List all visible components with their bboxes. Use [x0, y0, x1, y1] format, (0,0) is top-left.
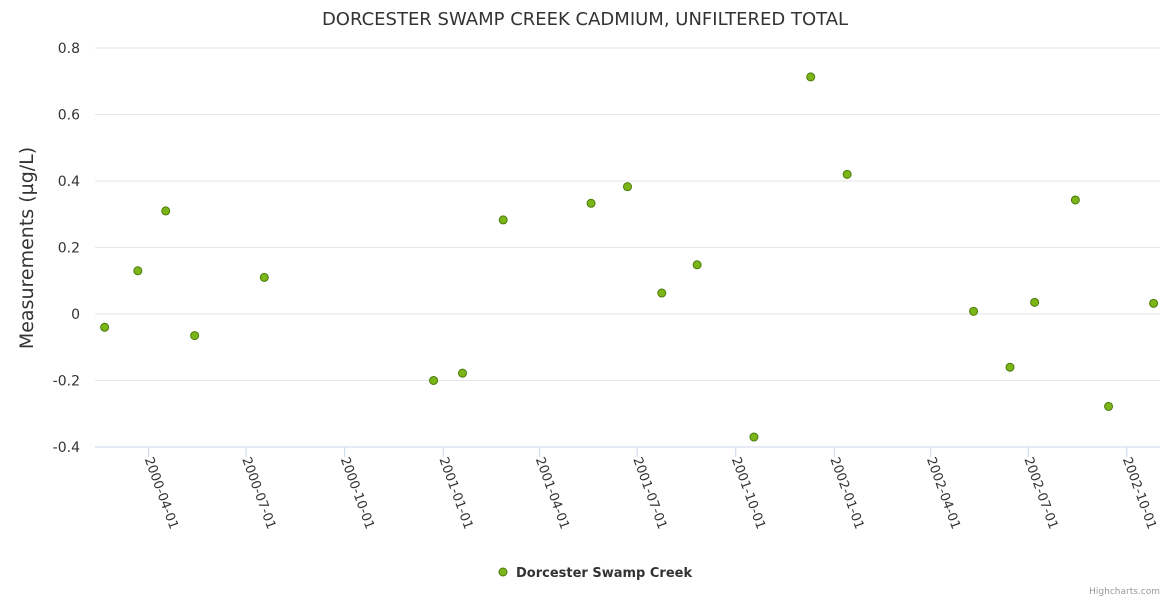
- data-point[interactable]: [458, 368, 467, 378]
- data-point[interactable]: [190, 331, 200, 341]
- x-tick-label: 2000-10-01: [337, 455, 377, 531]
- data-point[interactable]: [623, 182, 632, 192]
- x-tick-label: 2001-04-01: [532, 455, 572, 531]
- data-point[interactable]: [100, 322, 110, 332]
- x-tick-label: 2000-07-01: [238, 455, 278, 531]
- y-tick-label: 0.8: [58, 41, 80, 57]
- data-point[interactable]: [806, 72, 816, 82]
- y-tick-label: 0.4: [58, 174, 80, 190]
- data-point[interactable]: [692, 260, 702, 270]
- legend[interactable]: Dorcester Swamp Creek: [498, 566, 692, 581]
- x-tick-label: 2002-07-01: [1020, 455, 1060, 531]
- data-point[interactable]: [1030, 297, 1040, 307]
- data-point[interactable]: [1070, 195, 1080, 205]
- data-point[interactable]: [969, 306, 979, 316]
- data-point[interactable]: [259, 272, 269, 282]
- x-tick-label: 2001-07-01: [629, 455, 669, 531]
- data-point[interactable]: [1104, 401, 1114, 411]
- y-tick-label: -0.2: [53, 374, 80, 390]
- y-axis: -0.4 -0.2 0 0.2 0.4 0.6 0.8: [53, 41, 80, 456]
- x-tick-label: 2001-10-01: [728, 455, 768, 531]
- y-tick-label: -0.4: [53, 440, 80, 456]
- y-tick-label: 0.2: [58, 241, 80, 257]
- grid-lines: [95, 47, 1160, 448]
- x-tick-label: 2002-10-01: [1119, 455, 1159, 531]
- y-axis-label: Measurements (µg/L): [16, 147, 38, 349]
- x-axis: 2000-04-01 2000-07-01 2000-10-01 2001-01-01…: [141, 447, 1159, 531]
- x-tick-label: 2002-04-01: [923, 455, 963, 531]
- data-point[interactable]: [1149, 298, 1159, 308]
- y-tick-label: 0.6: [58, 108, 80, 124]
- data-point[interactable]: [586, 198, 596, 208]
- data-point[interactable]: [161, 206, 171, 216]
- x-tick-label: 2000-04-01: [141, 455, 181, 531]
- chart-title: DORCESTER SWAMP CREEK CADMIUM, UNFILTERE…: [322, 9, 848, 30]
- x-tick-label: 2001-01-01: [435, 455, 475, 531]
- data-point[interactable]: [657, 288, 667, 298]
- data-point[interactable]: [842, 169, 852, 179]
- data-point[interactable]: [749, 432, 759, 442]
- data-series: [100, 72, 1159, 442]
- data-point[interactable]: [133, 266, 143, 276]
- legend-marker[interactable]: [498, 567, 508, 577]
- data-point[interactable]: [1005, 362, 1015, 372]
- credits-link[interactable]: Highcharts.com: [1089, 587, 1160, 597]
- y-tick-label: 0: [71, 307, 80, 323]
- legend-label[interactable]: Dorcester Swamp Creek: [516, 566, 692, 581]
- data-point[interactable]: [429, 376, 439, 385]
- x-tick-label: 2002-01-01: [827, 455, 867, 531]
- data-point[interactable]: [498, 215, 508, 225]
